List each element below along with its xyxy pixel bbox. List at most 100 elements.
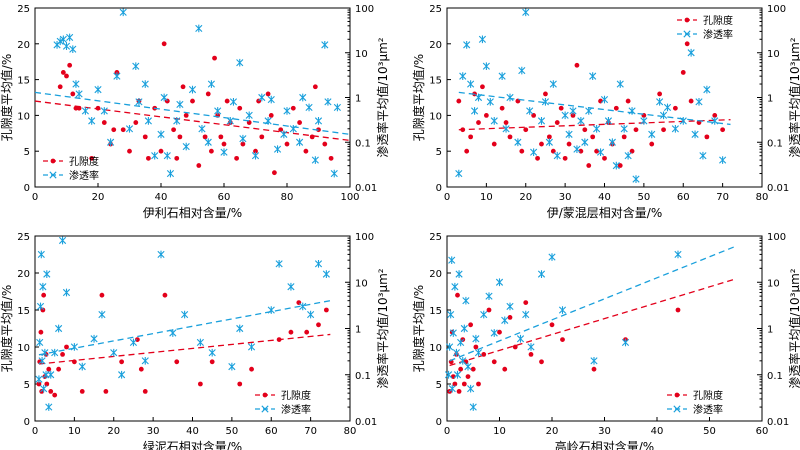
porosity-point (111, 127, 117, 133)
permeability-trend-line (458, 91, 731, 126)
x-tick-label: 100 (340, 192, 359, 203)
y2-tick-label: 1 (767, 94, 773, 105)
permeability-point (90, 334, 98, 343)
porosity-point (249, 366, 254, 372)
left-axis-title: 孔隙度平均值/% (411, 285, 426, 372)
porosity-point (566, 141, 572, 147)
porosity-point (680, 70, 686, 75)
porosity-point (617, 163, 623, 168)
x-tick-label: 10 (493, 426, 506, 437)
porosity-point (119, 359, 125, 365)
porosity-point (316, 322, 321, 328)
porosity-point (535, 155, 540, 161)
permeability-point (275, 260, 283, 268)
y-tick-label: 5 (24, 147, 30, 158)
legend-label-porosity: 孔隙度 (703, 14, 733, 27)
porosity-point (237, 105, 243, 111)
legend-label-permeability: 渗透率 (693, 403, 723, 416)
x-tick-label: 40 (651, 426, 664, 437)
permeability-point (273, 145, 282, 154)
permeability-point (98, 310, 106, 319)
porosity-point (234, 155, 240, 161)
permeability-point (239, 134, 247, 143)
porosity-point (657, 91, 663, 97)
permeability-point (545, 138, 553, 147)
y-tick-label: 15 (429, 76, 442, 87)
legend-label-porosity: 孔隙度 (281, 389, 311, 402)
porosity-point (240, 141, 246, 147)
permeability-point (452, 348, 461, 357)
permeability-point (621, 338, 630, 347)
porosity-point (101, 120, 107, 125)
permeability-point (474, 348, 483, 357)
right-axis-title: 渗透率平均值/10³μm² (375, 268, 390, 388)
permeability-point (451, 282, 459, 291)
porosity-point (212, 55, 217, 61)
x-tick-label: 60 (677, 192, 690, 203)
permeability-point (322, 270, 330, 278)
y2-tick-label: 100 (767, 232, 786, 243)
porosity-point (134, 337, 140, 342)
permeability-point (604, 117, 613, 125)
porosity-point (523, 127, 529, 133)
y2-tick-label: 100 (355, 232, 374, 243)
porosity-point (546, 134, 552, 140)
permeability-point (47, 370, 55, 379)
porosity-point (120, 127, 126, 133)
porosity-point (486, 307, 492, 313)
y-tick-label: 15 (17, 76, 30, 87)
porosity-point (46, 366, 52, 372)
permeability-point (506, 302, 514, 311)
porosity-point (590, 134, 596, 140)
y-tick-label: 25 (429, 4, 442, 15)
porosity-point (162, 292, 168, 298)
porosity-point (633, 127, 639, 133)
porosity-point (539, 359, 544, 365)
permeability-point (640, 117, 648, 125)
permeability-point (66, 33, 74, 42)
series-porosity (34, 41, 351, 176)
permeability-point (470, 107, 479, 115)
permeability-point (107, 138, 115, 147)
porosity-point (218, 134, 224, 140)
permeability-point (204, 138, 212, 147)
permeability-point (307, 310, 315, 319)
y-tick-label: 10 (17, 343, 30, 354)
permeability-point (258, 93, 266, 102)
permeability-trend-line (34, 91, 351, 136)
x-tick-label: 0 (444, 426, 450, 437)
permeability-point (62, 42, 71, 51)
porosity-point (720, 127, 726, 133)
y-tick-label: 15 (429, 306, 442, 317)
y-tick-label: 5 (24, 380, 30, 391)
y-tick-label: 20 (429, 40, 442, 51)
legend-label-permeability: 渗透率 (281, 403, 311, 416)
porosity-point (523, 300, 529, 305)
legend-marker-porosity (684, 17, 690, 23)
porosity-point (190, 98, 195, 104)
x-tick-label: 50 (638, 192, 651, 203)
porosity-point (174, 155, 180, 161)
permeability-point (527, 343, 535, 351)
x-tick-label: 60 (265, 426, 278, 437)
y-tick-label: 10 (429, 111, 442, 122)
permeability-point (448, 256, 456, 265)
legend-label-permeability: 渗透率 (69, 169, 99, 182)
y-tick-label: 0 (436, 183, 442, 194)
permeability-point (553, 151, 561, 160)
permeability-point (498, 72, 506, 80)
x-tick-label: 60 (218, 192, 231, 203)
x-tick-label: 30 (147, 426, 160, 437)
porosity-point (197, 381, 203, 387)
porosity-point (272, 170, 277, 176)
permeability-point (674, 250, 682, 259)
y-tick-label: 10 (429, 343, 442, 354)
permeability-point (75, 90, 83, 98)
permeability-point (157, 130, 165, 139)
legend-marker-permeability (683, 30, 691, 38)
permeability-point (182, 142, 190, 151)
permeability-point (324, 97, 332, 106)
permeability-point (455, 169, 463, 178)
porosity-point (221, 141, 227, 147)
porosity-trend-line (458, 119, 731, 131)
